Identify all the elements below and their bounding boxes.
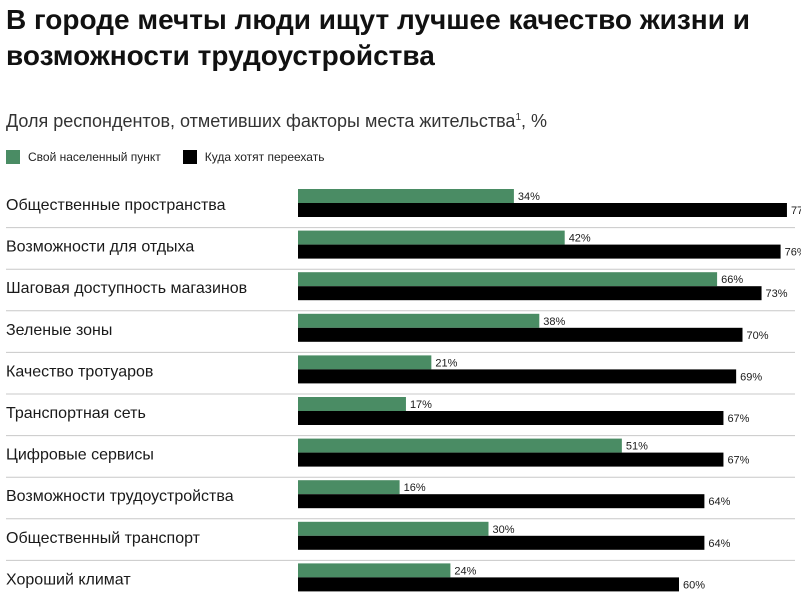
- bar-target: [298, 411, 724, 425]
- data-label-own: 16%: [404, 482, 426, 494]
- category-label: Общественный транспорт: [6, 530, 201, 547]
- data-label-own: 51%: [626, 441, 648, 453]
- bar-target: [298, 494, 705, 509]
- data-label-target: 64%: [708, 496, 730, 508]
- category-label: Транспортная сеть: [6, 405, 146, 422]
- legend-item-target: Куда хотят переехать: [182, 150, 325, 164]
- legend-label-target: Куда хотят переехать: [204, 150, 325, 164]
- bar-target: [298, 452, 724, 467]
- bar-own: [298, 355, 432, 370]
- chart-title: В городе мечты люди ищут лучшее качество…: [6, 4, 750, 71]
- data-label-target: 73%: [766, 288, 788, 300]
- data-label-target: 67%: [727, 413, 749, 425]
- bar-own: [298, 189, 514, 203]
- legend-label-own: Свой населенный пункт: [28, 150, 161, 164]
- bar-target: [298, 369, 737, 384]
- data-label-own: 21%: [435, 357, 457, 369]
- bar-own: [298, 272, 718, 287]
- data-label-target: 60%: [683, 579, 705, 591]
- bar-own: [298, 521, 489, 536]
- data-label-own: 17%: [410, 399, 432, 411]
- bar-target: [298, 535, 705, 550]
- data-label-target: 77%: [791, 205, 801, 217]
- data-label-target: 76%: [785, 247, 801, 259]
- bar-own: [298, 230, 565, 245]
- data-label-own: 30%: [493, 524, 515, 536]
- category-label: Хороший климат: [6, 571, 131, 588]
- subtitle-text: Доля респондентов, отметивших факторы ме…: [6, 111, 516, 131]
- legend-item-own: Свой населенный пункт: [6, 150, 161, 164]
- subtitle-footnote-mark: 1: [515, 112, 522, 123]
- bar-own: [298, 438, 622, 453]
- chart-legend: Свой населенный пункт Куда хотят перееха…: [6, 150, 346, 164]
- bar-target: [298, 203, 787, 217]
- bar-target: [298, 577, 679, 592]
- data-label-target: 64%: [708, 538, 730, 550]
- bar-target: [298, 327, 743, 342]
- chart-subtitle: Доля респондентов, отметивших факторы ме…: [6, 111, 547, 132]
- legend-swatch-own: [6, 150, 20, 164]
- category-label: Возможности для отдыха: [6, 239, 194, 256]
- legend-swatch-target: [182, 150, 197, 164]
- data-label-own: 38%: [543, 316, 565, 328]
- data-label-own: 34%: [518, 191, 540, 203]
- bar-target: [298, 244, 781, 259]
- bar-target: [298, 286, 762, 301]
- category-label: Возможности трудоустройства: [6, 488, 234, 505]
- subtitle-unit: , %: [521, 111, 548, 131]
- category-label: Общественные пространства: [6, 197, 226, 214]
- bar-own: [298, 563, 451, 578]
- category-label: Шаговая доступность магазинов: [6, 280, 247, 297]
- category-label: Цифровые сервисы: [6, 447, 154, 464]
- bar-own: [298, 397, 406, 411]
- category-label: Зеленые зоны: [6, 322, 112, 339]
- category-label: Качество тротуаров: [6, 363, 153, 380]
- bar-own: [298, 313, 540, 328]
- data-label-target: 69%: [740, 371, 762, 383]
- data-label-own: 24%: [454, 565, 476, 577]
- data-label-own: 66%: [721, 274, 743, 286]
- data-label-target: 67%: [727, 455, 749, 467]
- data-label-own: 42%: [569, 233, 591, 245]
- data-label-target: 70%: [747, 330, 769, 342]
- bar-own: [298, 480, 400, 495]
